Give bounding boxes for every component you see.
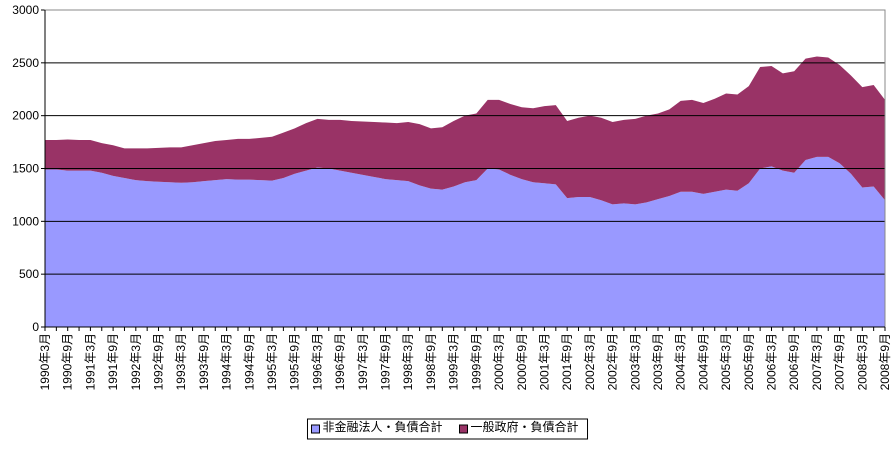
x-tick-label: 2005年3月 bbox=[719, 333, 733, 390]
legend-label: 非金融法人・負債合計 bbox=[322, 419, 442, 434]
legend: 非金融法人・負債合計 一般政府・負債合計 bbox=[306, 418, 589, 440]
x-tick-label: 1994年9月 bbox=[242, 333, 256, 390]
x-tick-label: 1990年9月 bbox=[61, 333, 75, 390]
legend-swatch bbox=[310, 424, 320, 434]
x-tick-label: 1992年3月 bbox=[129, 333, 143, 390]
x-tick-label: 2008年9月 bbox=[878, 333, 892, 390]
x-tick-label: 1991年3月 bbox=[83, 333, 97, 390]
x-tick-label: 1993年3月 bbox=[174, 333, 188, 390]
x-tick-label: 1998年3月 bbox=[401, 333, 415, 390]
x-tick-label: 1997年9月 bbox=[379, 333, 393, 390]
x-tick-label: 1993年9月 bbox=[197, 333, 211, 390]
x-tick-label: 1996年9月 bbox=[333, 333, 347, 390]
x-tick-label: 2007年9月 bbox=[833, 333, 847, 390]
x-tick-label: 2002年9月 bbox=[606, 333, 620, 390]
x-tick-label: 2000年3月 bbox=[492, 333, 506, 390]
x-tick-label: 2001年3月 bbox=[537, 333, 551, 390]
legend-swatch bbox=[459, 424, 468, 434]
y-tick-label: 0 bbox=[32, 320, 39, 334]
legend-label: 一般政府・負債合計 bbox=[471, 419, 579, 434]
x-tick-label: 2003年3月 bbox=[628, 333, 642, 390]
y-tick-label: 1500 bbox=[12, 162, 39, 176]
x-tick-label: 2004年3月 bbox=[674, 333, 688, 390]
x-tick-label: 1995年9月 bbox=[288, 333, 302, 390]
x-tick-label: 2004年9月 bbox=[696, 333, 710, 390]
x-tick-label: 1996年3月 bbox=[310, 333, 324, 390]
x-tick-label: 1992年9月 bbox=[152, 333, 166, 390]
y-tick-label: 2000 bbox=[12, 109, 39, 123]
x-tick-label: 1990年3月 bbox=[38, 333, 52, 390]
area bbox=[45, 56, 885, 205]
x-tick-label: 2007年3月 bbox=[810, 333, 824, 390]
x-tick-label: 2003年9月 bbox=[651, 333, 665, 390]
x-tick-label: 1994年3月 bbox=[220, 333, 234, 390]
x-tick-label: 2006年9月 bbox=[787, 333, 801, 390]
y-tick-label: 1000 bbox=[12, 214, 39, 228]
y-tick-label: 3000 bbox=[12, 3, 39, 17]
x-tick-label: 2000年9月 bbox=[515, 333, 529, 390]
legend-frame bbox=[306, 418, 589, 440]
x-tick-label: 1999年3月 bbox=[447, 333, 461, 390]
x-tick-label: 1997年3月 bbox=[356, 333, 370, 390]
x-tick-label: 1995年3月 bbox=[265, 333, 279, 390]
x-tick-label: 1998年9月 bbox=[424, 333, 438, 390]
y-tick-label: 500 bbox=[19, 267, 39, 281]
area bbox=[45, 156, 885, 327]
y-tick-label: 2500 bbox=[12, 56, 39, 70]
x-tick-label: 2006年3月 bbox=[764, 333, 778, 390]
x-tick-label: 1999年9月 bbox=[469, 333, 483, 390]
x-tick-label: 2005年9月 bbox=[742, 333, 756, 390]
x-tick-label: 2001年9月 bbox=[560, 333, 574, 390]
x-tick-label: 1991年9月 bbox=[106, 333, 120, 390]
x-tick-label: 2002年3月 bbox=[583, 333, 597, 390]
x-tick-label: 2008年3月 bbox=[855, 333, 869, 390]
